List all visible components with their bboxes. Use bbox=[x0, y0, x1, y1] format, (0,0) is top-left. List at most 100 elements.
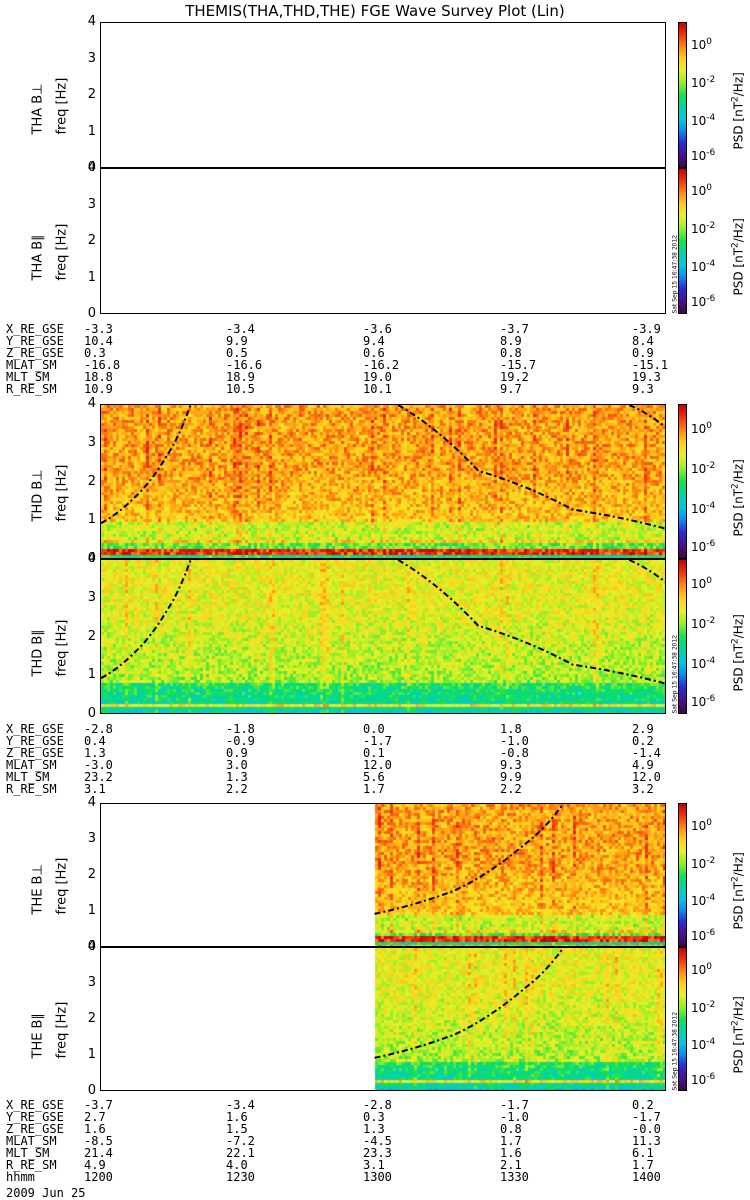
spectrogram-the-bpar bbox=[100, 947, 666, 1091]
colorbar bbox=[678, 404, 687, 559]
orbit-value: 2.7 bbox=[84, 1110, 106, 1124]
orbit-value: 0.9 bbox=[226, 746, 248, 760]
orbit-row-label: R_RE_SM bbox=[6, 1158, 57, 1172]
y-tick-label: 4 bbox=[87, 551, 96, 566]
generation-timestamp: Sat Sep 15 16:47:38 2012 bbox=[671, 634, 679, 714]
colorbar-tick-label: 100 bbox=[691, 183, 713, 199]
orbit-value: -2.8 bbox=[84, 722, 113, 736]
orbit-value: 2.2 bbox=[500, 782, 522, 796]
orbit-value: 11.3 bbox=[632, 1134, 661, 1148]
date-label: 2009 Jun 25 bbox=[6, 1186, 86, 1200]
colorbar-label: PSD [nT2/Hz] bbox=[730, 996, 746, 1074]
orbit-value: -0.0 bbox=[632, 1122, 661, 1136]
orbit-row-label: MLT_SM bbox=[6, 370, 50, 384]
orbit-value: -2.8 bbox=[363, 1098, 392, 1112]
orbit-value: 1200 bbox=[84, 1170, 113, 1184]
orbit-value: 1.6 bbox=[500, 1146, 522, 1160]
orbit-value: 9.4 bbox=[363, 334, 385, 348]
orbit-value: 23.3 bbox=[363, 1146, 392, 1160]
orbit-value: -4.5 bbox=[363, 1134, 392, 1148]
cyclotron-curve bbox=[628, 560, 665, 583]
colorbar-tick-label: 10-4 bbox=[691, 1037, 716, 1053]
colorbar-tick-label: 10-4 bbox=[691, 656, 716, 672]
orbit-value: -1.7 bbox=[632, 1110, 661, 1124]
orbit-value: 21.4 bbox=[84, 1146, 113, 1160]
colorbar-tick-label: 10-6 bbox=[691, 927, 716, 943]
orbit-row-label: MLT_SM bbox=[6, 770, 50, 784]
y-tick-label: 0 bbox=[87, 160, 96, 175]
orbit-value: 4.9 bbox=[632, 758, 654, 772]
orbit-row-label: R_RE_SM bbox=[6, 782, 57, 796]
orbit-row-label: Y_RE_GSE bbox=[6, 734, 64, 748]
orbit-value: 0.4 bbox=[84, 734, 106, 748]
freq-axis-label: freq [Hz] bbox=[54, 77, 70, 135]
y-tick-label: 2 bbox=[87, 233, 96, 248]
colorbar-label: PSD [nT2/Hz] bbox=[730, 218, 746, 296]
colorbar-tick-label: 10-2 bbox=[691, 855, 716, 871]
y-tick-label: 4 bbox=[87, 14, 96, 29]
colorbar-tick-label: 10-4 bbox=[691, 113, 716, 129]
orbit-value: 3.1 bbox=[84, 782, 106, 796]
colorbar-tick-label: 10-2 bbox=[691, 75, 716, 91]
panel-label: THD B⊥ bbox=[30, 468, 46, 521]
orbit-value: -3.9 bbox=[632, 322, 661, 336]
freq-axis-label: freq [Hz] bbox=[54, 1001, 70, 1059]
freq-axis-label: freq [Hz] bbox=[54, 464, 70, 521]
colorbar-label: PSD [nT2/Hz] bbox=[730, 72, 746, 150]
colorbar-tick-label: 10-2 bbox=[691, 461, 716, 476]
orbit-row-label: MLAT_SM bbox=[6, 1134, 57, 1148]
colorbar-tick-label: 10-6 bbox=[691, 294, 716, 310]
orbit-value: 1.7 bbox=[632, 1158, 654, 1172]
orbit-row-label: MLT_SM bbox=[6, 1146, 50, 1160]
orbit-value: 9.3 bbox=[500, 758, 522, 772]
orbit-value: 1.3 bbox=[84, 746, 106, 760]
colorbar-tick-label: 10-4 bbox=[691, 259, 716, 275]
orbit-value: -1.7 bbox=[363, 734, 392, 748]
orbit-value: 9.3 bbox=[632, 382, 654, 396]
orbit-value: 1330 bbox=[500, 1170, 529, 1184]
orbit-value: 3.1 bbox=[363, 1158, 385, 1172]
orbit-value: 22.1 bbox=[226, 1146, 255, 1160]
colorbar-tick-label: 10-2 bbox=[691, 616, 716, 631]
y-tick-label: 1 bbox=[87, 1047, 96, 1062]
cyclotron-curve bbox=[101, 405, 192, 525]
orbit-row-label: X_RE_GSE bbox=[6, 722, 64, 736]
freq-axis-label: freq [Hz] bbox=[54, 619, 70, 676]
orbit-value: 0.9 bbox=[632, 346, 654, 360]
orbit-row-label: Z_RE_GSE bbox=[6, 1122, 64, 1136]
colorbar-tick-label: 100 bbox=[691, 420, 713, 436]
orbit-value: -0.8 bbox=[500, 746, 529, 760]
y-tick-label: 3 bbox=[87, 975, 96, 990]
orbit-value: 0.6 bbox=[363, 346, 385, 360]
orbit-value: 4.9 bbox=[84, 1158, 106, 1172]
y-tick-label: 2 bbox=[87, 87, 96, 102]
orbit-value: -1.0 bbox=[500, 734, 529, 748]
colorbar-tick-label: 100 bbox=[691, 575, 713, 591]
orbit-value: -3.3 bbox=[84, 322, 113, 336]
colorbar-tick-label: 10-6 bbox=[691, 538, 716, 554]
colorbar-tick-label: 10-4 bbox=[691, 893, 716, 909]
orbit-value: 19.2 bbox=[500, 370, 529, 384]
orbit-value: -3.6 bbox=[363, 322, 392, 336]
orbit-value: -3.0 bbox=[84, 758, 113, 772]
orbit-value: 10.9 bbox=[84, 382, 113, 396]
y-tick-label: 0 bbox=[87, 1083, 96, 1098]
colorbar bbox=[678, 947, 687, 1091]
orbit-row-label: X_RE_GSE bbox=[6, 1098, 64, 1112]
y-tick-label: 2 bbox=[87, 867, 96, 882]
y-tick-label: 1 bbox=[87, 512, 96, 528]
orbit-value: 0.1 bbox=[363, 746, 385, 760]
colorbar bbox=[678, 803, 687, 947]
orbit-value: 0.2 bbox=[632, 734, 654, 748]
colorbar-tick-label: 100 bbox=[691, 818, 713, 834]
orbit-value: 1.3 bbox=[363, 1122, 385, 1136]
orbit-value: 10.4 bbox=[84, 334, 113, 348]
y-tick-label: 1 bbox=[87, 269, 96, 285]
y-tick-label: 0 bbox=[87, 939, 96, 954]
orbit-value: 0.2 bbox=[632, 1098, 654, 1112]
orbit-value: -16.8 bbox=[84, 358, 121, 372]
colorbar-tick-label: 10-6 bbox=[691, 693, 716, 709]
spectrogram-image-thd-bperp bbox=[101, 405, 665, 558]
orbit-value: 1300 bbox=[363, 1170, 392, 1184]
orbit-value: -16.2 bbox=[363, 358, 400, 372]
